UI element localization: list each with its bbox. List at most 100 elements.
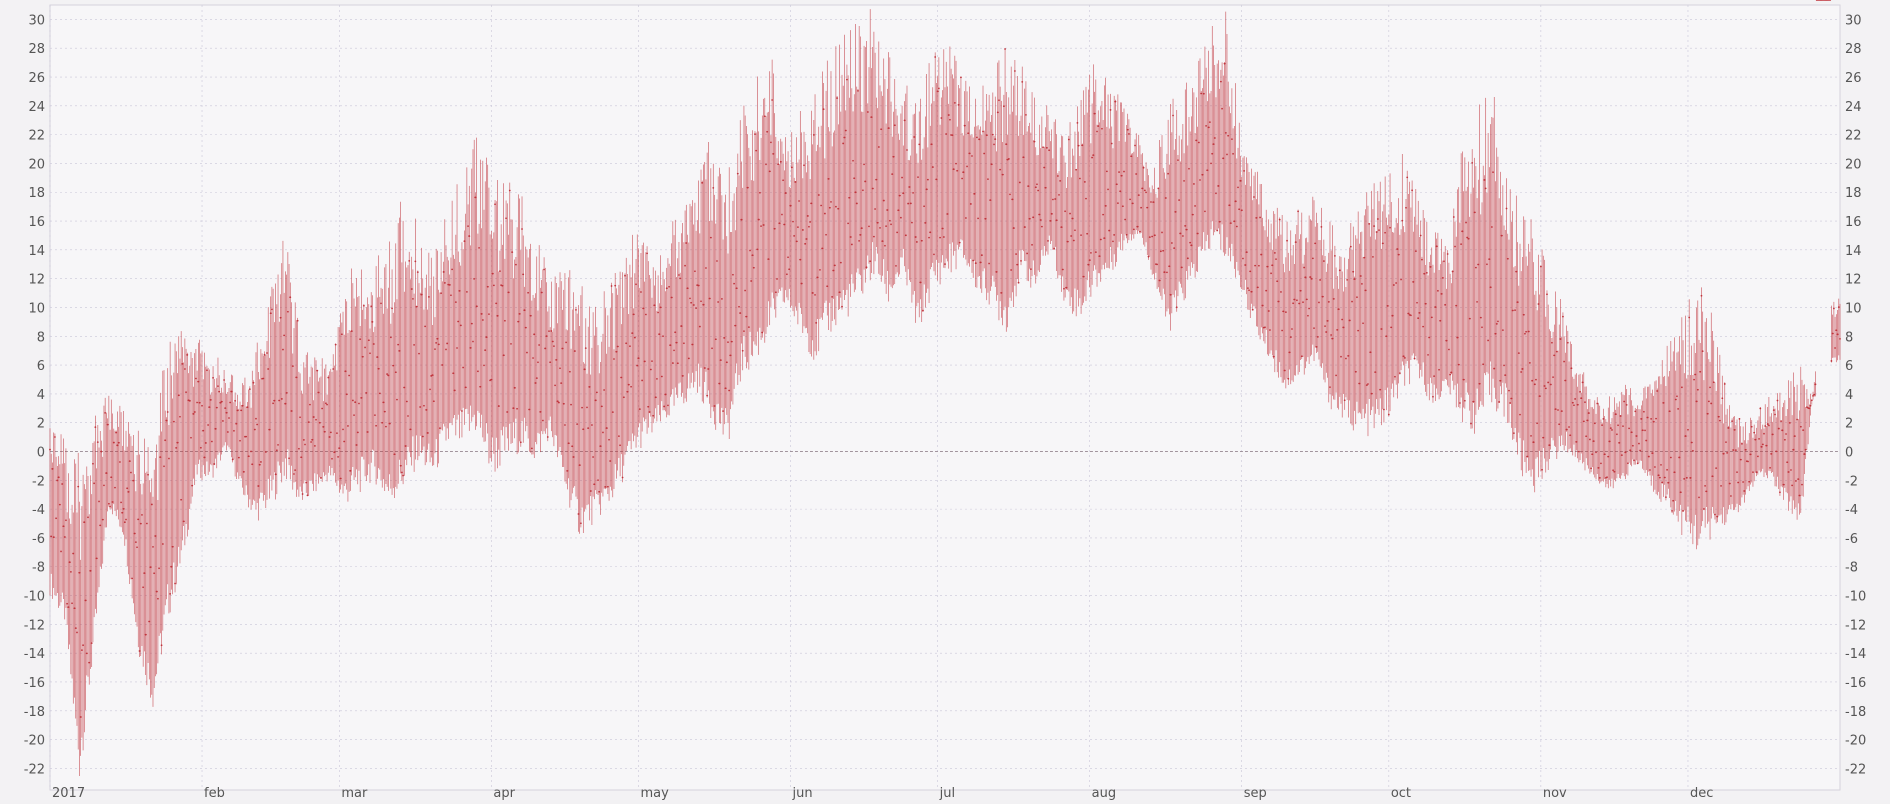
- data-point: [1109, 109, 1112, 111]
- data-point: [806, 215, 809, 217]
- data-point: [809, 221, 812, 223]
- data-point: [1774, 413, 1776, 416]
- data-point: [1793, 435, 1796, 438]
- data-point: [1038, 213, 1041, 216]
- data-point: [1543, 385, 1546, 387]
- data-point: [377, 367, 380, 370]
- data-point: [386, 373, 389, 375]
- data-point: [1104, 205, 1107, 207]
- data-point: [1400, 278, 1402, 281]
- data-point: [1078, 177, 1081, 180]
- data-point: [1167, 172, 1170, 175]
- y-tick-label-left: 8: [37, 330, 45, 345]
- data-point: [941, 227, 944, 230]
- data-point: [1071, 217, 1074, 220]
- y-tick-label-right: 10: [1845, 301, 1862, 316]
- data-point: [1407, 312, 1410, 315]
- data-point: [1277, 300, 1280, 303]
- data-point: [1575, 440, 1578, 443]
- data-point: [110, 476, 113, 479]
- data-point: [418, 352, 420, 355]
- data-point: [1479, 316, 1482, 319]
- data-point: [309, 403, 311, 406]
- data-point: [918, 143, 921, 146]
- data-point: [1493, 367, 1496, 370]
- data-point: [1210, 162, 1212, 165]
- data-point: [448, 284, 451, 286]
- y-tick-label-right: 0: [1845, 446, 1853, 461]
- data-point: [126, 487, 129, 490]
- data-point: [690, 301, 693, 304]
- data-point: [1381, 242, 1384, 245]
- y-tick-label-right: 8: [1845, 330, 1853, 345]
- data-point: [1395, 282, 1398, 284]
- data-point: [1047, 240, 1049, 242]
- data-point: [767, 258, 770, 261]
- data-point: [980, 254, 983, 257]
- data-point: [469, 346, 472, 349]
- data-point: [949, 118, 951, 121]
- data-point: [909, 202, 912, 205]
- data-point: [1320, 225, 1323, 228]
- data-point: [958, 241, 961, 244]
- data-point: [984, 217, 987, 220]
- data-point: [1180, 266, 1183, 269]
- data-point: [684, 264, 686, 267]
- data-point: [1487, 339, 1490, 342]
- data-point: [773, 227, 776, 230]
- x-tick-label: feb: [204, 786, 225, 800]
- data-point: [1488, 258, 1491, 261]
- data-point: [1338, 269, 1341, 272]
- data-point: [340, 333, 343, 336]
- data-point: [1397, 253, 1400, 256]
- data-point: [143, 572, 146, 574]
- data-point: [1722, 452, 1725, 455]
- data-point: [541, 419, 544, 422]
- data-point: [1093, 112, 1096, 115]
- data-point: [109, 505, 111, 508]
- data-point: [872, 235, 875, 238]
- data-point: [1803, 453, 1806, 455]
- data-point: [1808, 407, 1811, 410]
- data-point: [731, 273, 734, 276]
- data-point: [996, 111, 999, 114]
- data-point: [1164, 197, 1167, 199]
- data-point: [1375, 231, 1378, 233]
- y-tick-label-right: 28: [1845, 42, 1862, 57]
- data-point: [1581, 381, 1584, 384]
- data-point: [1112, 240, 1114, 243]
- data-point: [1243, 170, 1246, 172]
- data-point: [1230, 138, 1233, 140]
- data-point: [669, 344, 672, 347]
- data-point: [479, 385, 482, 388]
- data-point: [1021, 81, 1024, 83]
- data-point: [1004, 48, 1006, 50]
- data-point: [1445, 339, 1448, 342]
- data-point: [1609, 427, 1612, 430]
- data-point: [1573, 404, 1575, 407]
- data-point: [1517, 352, 1520, 355]
- data-point: [587, 427, 590, 430]
- data-point: [240, 409, 243, 412]
- data-point: [1606, 476, 1608, 479]
- data-point: [1343, 399, 1346, 402]
- data-point: [1763, 432, 1765, 435]
- data-point: [312, 416, 315, 418]
- data-point: [1711, 475, 1714, 478]
- data-point: [1018, 181, 1021, 184]
- data-point: [161, 543, 164, 545]
- data-point: [404, 445, 407, 447]
- data-point: [975, 136, 978, 139]
- data-point: [321, 407, 324, 410]
- data-point: [1676, 395, 1678, 398]
- data-point: [866, 111, 869, 113]
- data-point: [78, 571, 81, 574]
- data-point: [1544, 387, 1547, 390]
- data-point: [568, 370, 571, 373]
- data-point: [208, 406, 211, 409]
- data-point: [1156, 263, 1159, 266]
- data-point: [94, 426, 97, 429]
- data-point: [465, 291, 468, 293]
- data-point: [1244, 264, 1247, 266]
- data-point: [592, 456, 595, 458]
